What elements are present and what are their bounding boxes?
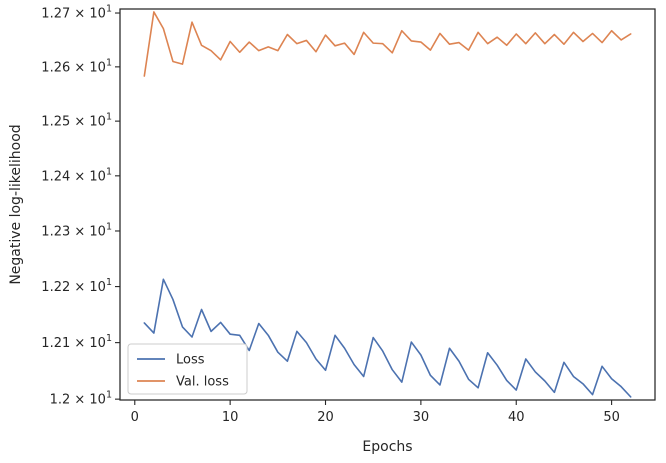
x-tick-label: 40 [508, 410, 525, 425]
x-tick-label: 0 [131, 410, 139, 425]
x-axis-title: Epochs [362, 439, 412, 455]
x-tick-label: 30 [413, 410, 430, 425]
axis-ticks: 0 10 20 30 40 50 1.2 × 101 1.21 × 101 1.22 × 101… [41, 4, 620, 425]
y-tick-label: 1.24 × 101 [41, 166, 112, 184]
y-axis-title: Negative log-likelihood [8, 124, 24, 284]
y-tick-label: 1.25 × 101 [41, 112, 112, 130]
legend-label: Loss [176, 353, 205, 368]
y-tick-label: 1.22 × 101 [41, 277, 112, 295]
y-tick-label: 1.2 × 101 [50, 390, 112, 408]
legend-label: Val. loss [176, 375, 229, 390]
y-tick-label: 1.26 × 101 [41, 57, 112, 75]
y-tick-label: 1.27 × 101 [41, 4, 112, 22]
y-tick-label: 1.23 × 101 [41, 221, 112, 239]
plot-area [143, 11, 632, 398]
x-tick-label: 50 [603, 410, 620, 425]
plot-frame [119, 8, 656, 401]
series-line-val-loss [143, 11, 632, 77]
x-tick-label: 10 [222, 410, 239, 425]
series-line-loss [143, 278, 632, 398]
y-tick-label: 1.21 × 101 [41, 333, 112, 351]
x-tick-label: 20 [317, 410, 334, 425]
legend: Loss Val. loss [127, 343, 248, 395]
